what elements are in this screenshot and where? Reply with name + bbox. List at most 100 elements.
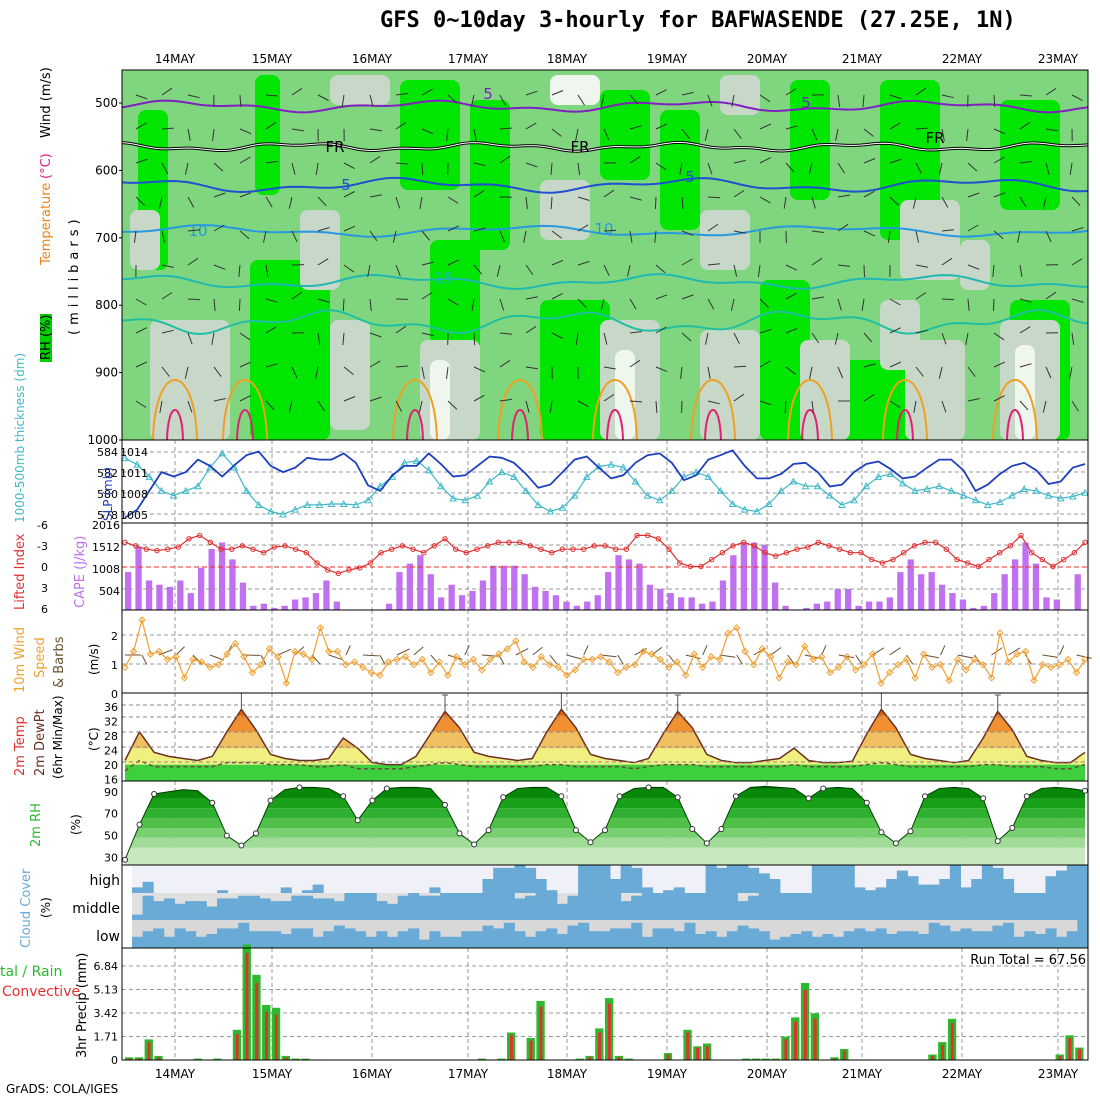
wind-barb [941,128,945,141]
cloud-cell-high [631,867,643,893]
wind-barb [161,127,175,130]
wind-barb [133,230,137,243]
lifted-index-point [218,546,224,552]
cloud-cell-middle [546,893,558,920]
wind-barb [473,227,486,232]
precip-convective-bar [617,1057,621,1061]
wind-barb-10m [719,654,736,658]
wind-speed-point [512,637,520,645]
cloud-cell-low [971,931,983,948]
rh-label-group-2: (%) [69,814,83,835]
wind-barb [551,292,563,300]
wind-speed-point [597,653,605,661]
wind-barb [600,298,605,311]
wind-speed-point [478,666,486,674]
wind-barb [265,196,273,208]
wind-barb [733,393,745,402]
wind-barb [187,128,191,141]
rh-tick: 70 [104,808,118,821]
cloud-cell-middle [195,901,207,920]
lifted-index-point [805,544,811,550]
thickness-point [631,477,640,485]
rh-point [863,799,870,806]
isotherm-30 [236,409,254,441]
wind-barb [395,196,401,209]
wind-barb [473,366,486,373]
wind-barb [785,327,798,334]
wind-barb [421,128,434,135]
lifted-index-point [666,546,672,552]
wind-barb [759,94,771,103]
precip-convective-bar [1068,1038,1072,1060]
thickness-point [169,491,178,499]
cloud-cell-middle [482,893,494,920]
wind-speed-point [546,660,554,669]
wind-barb [239,395,251,402]
lifted-index-point [495,539,501,545]
cloud-cell-middle [833,893,845,920]
rh-point [907,828,914,835]
cloud-cell-low [163,936,175,948]
cloud-cell-middle [1056,893,1068,920]
precip-convective-bar [529,1040,533,1061]
cloud-cell-middle [631,895,643,920]
wind-barb [317,332,321,345]
wind-barb [341,94,345,107]
cloud-axis-unit: (%) [39,897,53,918]
rh-point [703,840,710,847]
cloud-cell-high [758,873,770,893]
thickness-point [424,466,433,474]
cloud-cell-low [1045,928,1057,948]
cloud-cell-high [981,865,993,893]
wind-barb [1019,196,1027,208]
wind-barb [213,298,216,311]
wind-barb [265,326,277,334]
wind-barb-10m [141,654,148,665]
wind-barb [550,196,553,210]
cloud-cell-low [684,922,696,948]
wind-barb [473,394,485,402]
cloud-cell-low [588,931,600,948]
rh-point [1023,793,1030,800]
cape-bar [688,597,695,610]
pressure-tick: 1000 [87,433,118,447]
cape-bar [876,601,883,610]
wind-barb [603,366,616,370]
thickness-point [449,494,457,502]
wind-barb [1069,162,1073,175]
cape-bar [803,607,810,610]
wind-speed-point [537,653,545,661]
page-title: GFS 0~10day 3-hourly for BAFWASENDE (27.… [380,8,1016,33]
contour-label: 10 [188,222,207,240]
wind-barb [1019,121,1031,130]
lifted-index-point [1071,550,1078,556]
temp-tick: 16 [104,774,118,787]
wind-speed-point [639,647,647,656]
wind-barb [889,196,899,206]
cloud-cell-middle [525,895,537,920]
precip-convective-bar [784,1039,788,1060]
rh-patch [400,80,460,190]
wind-barb [1042,400,1047,413]
rh-point [471,841,478,848]
rh-band [125,798,1085,809]
cloud-cell-high [843,865,855,893]
cloud-cell-low [790,934,802,948]
wind-barb [447,196,459,204]
cape-bar [406,563,413,610]
cape-bar [417,555,424,610]
wind-speed-point [682,671,690,679]
wind-barb-10m [855,654,863,665]
precip-tick: 6.84 [94,960,119,973]
cloud-cell-low [769,939,781,948]
wind-barb [655,326,667,334]
wind-barb [135,94,148,100]
date-label-top: 17MAY [448,52,489,66]
wind-barb [265,363,278,368]
thickness-point [850,496,858,504]
wind-speed-point [826,668,834,677]
cape-bar [740,542,747,610]
isotherm-25 [787,379,833,441]
thickness-point [1032,486,1041,494]
cloud-cell-low [323,931,335,948]
